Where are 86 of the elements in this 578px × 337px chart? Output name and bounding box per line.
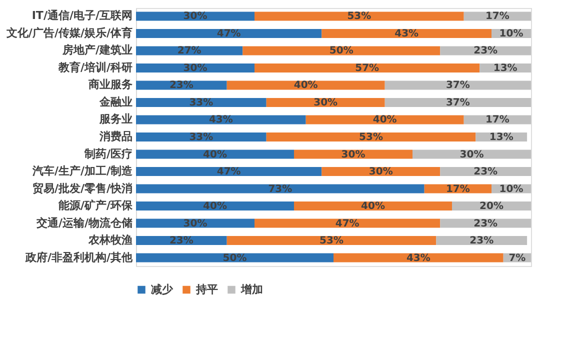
data-label: 33%: [189, 97, 214, 108]
data-label: 43%: [394, 28, 419, 40]
bar: [322, 28, 492, 38]
y-tick-label: 交通/运输/物流仓储: [35, 216, 132, 230]
bar: [254, 12, 464, 21]
data-label: 40%: [294, 80, 318, 92]
data-label: 17%: [446, 184, 470, 195]
bar: [254, 63, 480, 72]
bar: [136, 115, 306, 124]
data-label: 40%: [372, 114, 397, 126]
data-label: 20%: [480, 201, 504, 212]
y-tick-label: 金融业: [98, 95, 132, 108]
data-label: 37%: [446, 80, 470, 92]
y-tick-label: 教育/培训/科研: [57, 60, 132, 74]
bar: [254, 218, 440, 228]
y-tick-label: 制药/医疗: [83, 147, 132, 160]
bar: [136, 132, 266, 142]
y-tick-label: 房地产/建筑业: [61, 44, 132, 57]
bar: [136, 98, 266, 107]
data-label: 7%: [508, 252, 526, 264]
data-label: 30%: [183, 62, 208, 74]
y-tick-label: 贸易/批发/零售/快消: [32, 182, 132, 195]
bar: [384, 98, 531, 107]
data-label: 23%: [474, 218, 498, 230]
data-label: 50%: [329, 46, 354, 57]
data-label: 40%: [203, 149, 227, 160]
y-tick-label: 汽车/生产/加工/制造: [31, 164, 134, 178]
data-label: 23%: [169, 80, 194, 92]
legend-label: 减少: [151, 282, 174, 296]
bar: [136, 46, 243, 56]
data-label: 57%: [355, 62, 380, 74]
y-tick-label: 政府/非盈利机构/其他: [24, 250, 134, 264]
data-label: 23%: [169, 236, 194, 247]
bar: [266, 132, 476, 142]
data-label: 30%: [341, 149, 366, 160]
data-label: 50%: [222, 252, 247, 264]
y-tick-label: 消费品: [98, 130, 132, 143]
data-label: 40%: [203, 201, 227, 212]
legend-label: 持平: [195, 282, 218, 296]
data-label: 23%: [474, 46, 498, 57]
y-tick-label: IT/通信/电子/互联网: [32, 9, 132, 22]
y-tick-label: 文化/广告/传媒/娱乐/体育: [5, 26, 132, 40]
bar: [136, 28, 322, 38]
bar: [136, 167, 322, 176]
data-label: 30%: [183, 218, 208, 230]
y-tick-label: 能源/矿产/环保: [58, 199, 134, 212]
bar: [226, 236, 436, 246]
data-label: 30%: [314, 97, 338, 108]
bar: [242, 46, 440, 56]
data-label: 53%: [320, 236, 344, 247]
data-label: 47%: [216, 28, 241, 40]
data-label: 33%: [189, 132, 214, 143]
bar: [294, 202, 452, 211]
data-label: 40%: [361, 201, 385, 212]
data-label: 27%: [177, 46, 202, 57]
data-label: 13%: [489, 132, 514, 143]
data-label: 30%: [460, 149, 484, 160]
data-label: 53%: [359, 132, 383, 143]
data-label: 47%: [335, 218, 360, 230]
data-label: 43%: [208, 114, 233, 126]
data-label: 23%: [470, 236, 494, 247]
data-label: 30%: [368, 166, 393, 178]
data-label: 47%: [216, 166, 241, 178]
bar: [136, 202, 294, 211]
data-label: 10%: [499, 28, 524, 40]
bar: [306, 115, 464, 124]
data-label: 13%: [493, 62, 518, 74]
data-label: 23%: [474, 166, 498, 178]
bar: [136, 184, 424, 194]
bar: [384, 80, 531, 90]
data-label: 17%: [485, 11, 510, 22]
bar: [226, 80, 385, 90]
data-label: 30%: [183, 11, 208, 22]
bar: [334, 253, 504, 262]
y-tick-label: 商业服务: [88, 78, 132, 92]
data-label: 10%: [499, 184, 524, 195]
bar: [136, 150, 294, 159]
y-tick-label: 服务业: [98, 112, 132, 126]
data-label: 37%: [446, 97, 470, 108]
data-label: 53%: [347, 11, 372, 22]
data-label: 17%: [485, 114, 510, 126]
bar: [136, 253, 334, 262]
y-tick-label: 农林牧渔: [88, 234, 132, 247]
legend-label: 增加: [240, 282, 263, 296]
data-label: 43%: [406, 252, 430, 264]
data-label: 73%: [268, 184, 292, 195]
